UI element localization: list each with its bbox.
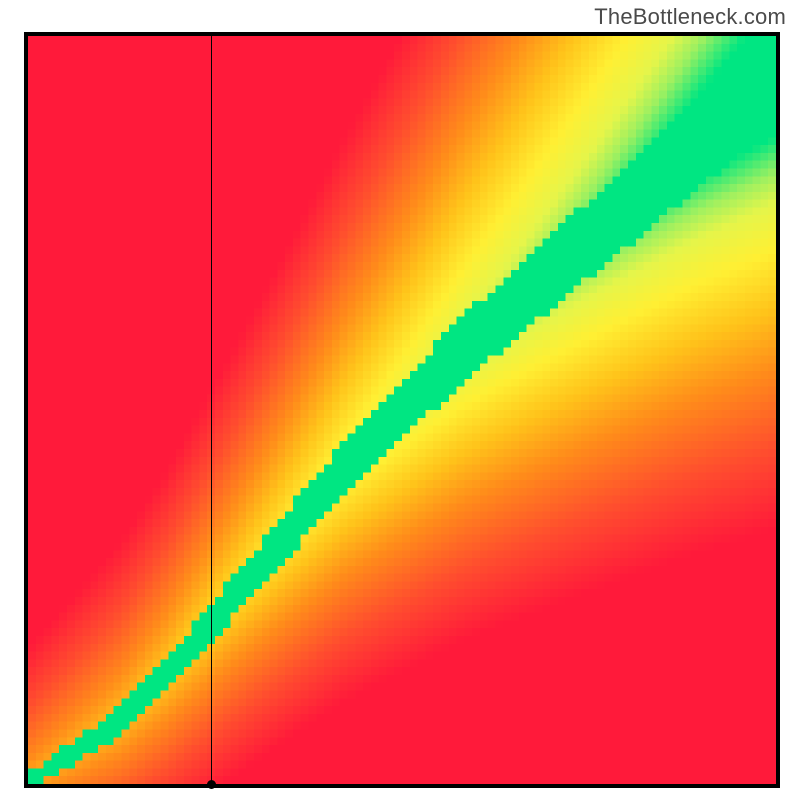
watermark-text: TheBottleneck.com [594,4,786,30]
crosshair-vertical-line [211,36,212,784]
bottleneck-heatmap [28,36,776,784]
plot-frame [24,32,780,788]
crosshair-marker-dot [207,780,216,789]
root: TheBottleneck.com [0,0,800,800]
